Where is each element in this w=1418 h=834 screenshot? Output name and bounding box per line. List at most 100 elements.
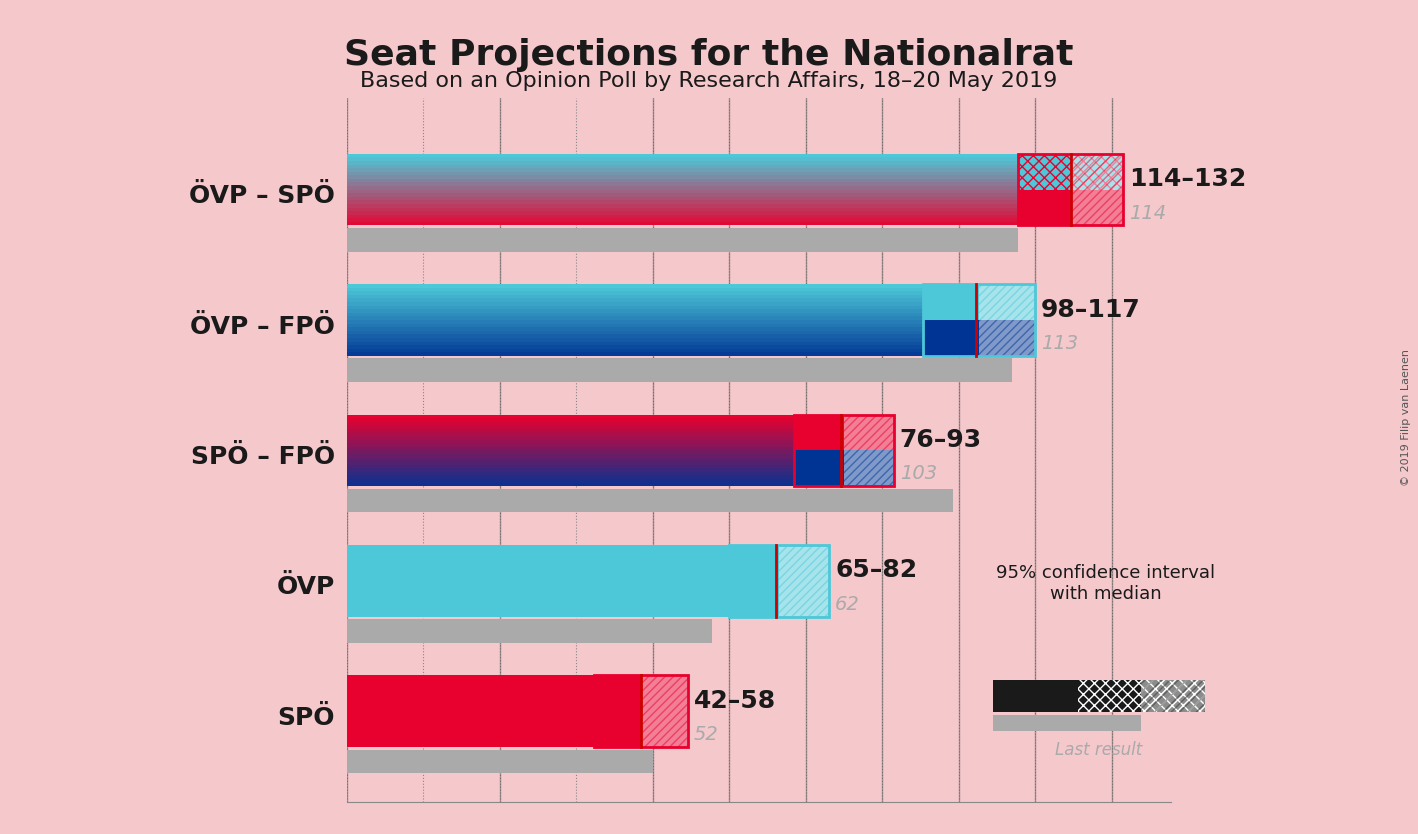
Bar bbox=[347, 676, 594, 711]
Bar bbox=[347, 570, 729, 574]
Bar bbox=[347, 425, 794, 429]
Text: 62: 62 bbox=[835, 595, 859, 614]
Bar bbox=[347, 736, 594, 740]
Bar bbox=[794, 450, 893, 486]
Bar bbox=[347, 327, 923, 331]
FancyBboxPatch shape bbox=[1018, 153, 1123, 189]
Bar bbox=[347, 458, 794, 461]
Bar bbox=[347, 560, 729, 563]
FancyBboxPatch shape bbox=[794, 414, 893, 450]
Bar bbox=[347, 345, 923, 349]
Bar bbox=[347, 686, 594, 690]
Text: 52: 52 bbox=[693, 725, 719, 744]
Bar bbox=[347, 153, 1018, 189]
Bar bbox=[993, 716, 1141, 731]
Bar bbox=[923, 320, 1035, 356]
Bar bbox=[347, 153, 1018, 158]
Bar bbox=[347, 414, 794, 450]
Bar bbox=[347, 284, 923, 320]
Bar bbox=[347, 338, 923, 341]
Text: 113: 113 bbox=[1041, 334, 1078, 353]
Bar bbox=[347, 682, 594, 686]
Bar bbox=[347, 309, 923, 313]
Bar bbox=[347, 429, 794, 433]
Bar bbox=[347, 161, 1018, 164]
Bar bbox=[347, 193, 1018, 197]
Bar bbox=[347, 479, 794, 483]
Bar bbox=[347, 468, 794, 472]
Bar bbox=[347, 715, 594, 718]
Bar bbox=[347, 341, 923, 345]
FancyBboxPatch shape bbox=[844, 414, 893, 450]
Text: 65–82: 65–82 bbox=[835, 558, 917, 582]
Bar bbox=[347, 602, 729, 605]
Text: SPÖ: SPÖ bbox=[278, 706, 335, 730]
Bar bbox=[347, 164, 1018, 168]
Bar bbox=[1141, 680, 1205, 712]
Bar bbox=[347, 443, 794, 447]
Bar bbox=[347, 619, 712, 643]
Bar bbox=[347, 704, 594, 707]
Text: ÖVP: ÖVP bbox=[277, 575, 335, 600]
Bar bbox=[1018, 153, 1123, 189]
Bar bbox=[347, 726, 594, 729]
Text: 103: 103 bbox=[900, 465, 937, 484]
FancyBboxPatch shape bbox=[1071, 189, 1123, 225]
FancyBboxPatch shape bbox=[780, 545, 830, 580]
Text: © 2019 Filip van Laenen: © 2019 Filip van Laenen bbox=[1401, 349, 1411, 485]
Bar bbox=[347, 299, 923, 302]
Bar bbox=[347, 288, 923, 291]
Bar bbox=[347, 189, 1018, 193]
Bar bbox=[347, 359, 1011, 382]
Bar bbox=[347, 461, 794, 465]
Bar bbox=[347, 331, 923, 334]
Bar bbox=[347, 208, 1018, 211]
Bar bbox=[347, 418, 794, 422]
Bar bbox=[347, 197, 1018, 200]
FancyBboxPatch shape bbox=[641, 676, 688, 711]
FancyBboxPatch shape bbox=[594, 711, 688, 747]
Bar bbox=[347, 313, 923, 316]
Bar bbox=[347, 200, 1018, 204]
Text: ÖVP – SPÖ: ÖVP – SPÖ bbox=[189, 184, 335, 208]
Bar bbox=[347, 450, 794, 486]
Bar bbox=[347, 168, 1018, 172]
FancyBboxPatch shape bbox=[594, 676, 688, 711]
Bar bbox=[347, 711, 594, 715]
Bar bbox=[347, 172, 1018, 175]
Text: 114–132: 114–132 bbox=[1129, 168, 1246, 191]
Bar bbox=[347, 450, 794, 454]
Bar bbox=[347, 229, 1018, 252]
Bar bbox=[794, 414, 893, 450]
Bar bbox=[347, 711, 594, 747]
FancyBboxPatch shape bbox=[980, 284, 1035, 320]
Bar bbox=[347, 595, 729, 599]
Text: 76–93: 76–93 bbox=[900, 428, 983, 452]
FancyBboxPatch shape bbox=[641, 711, 688, 747]
Bar bbox=[347, 732, 594, 736]
Bar bbox=[347, 483, 794, 486]
Bar bbox=[347, 696, 594, 701]
Bar bbox=[347, 320, 923, 356]
Bar bbox=[347, 352, 923, 356]
Bar bbox=[347, 740, 594, 743]
Text: ÖVP – FPÖ: ÖVP – FPÖ bbox=[190, 314, 335, 339]
Bar bbox=[347, 690, 594, 693]
Text: 114: 114 bbox=[1129, 203, 1167, 223]
Bar bbox=[347, 555, 729, 560]
FancyBboxPatch shape bbox=[923, 320, 1035, 356]
Bar bbox=[347, 693, 594, 696]
FancyBboxPatch shape bbox=[844, 450, 893, 486]
Bar bbox=[347, 447, 794, 450]
Bar bbox=[347, 599, 729, 602]
Text: 98–117: 98–117 bbox=[1041, 298, 1141, 322]
Bar bbox=[347, 613, 729, 616]
Bar bbox=[347, 302, 923, 306]
Bar bbox=[347, 475, 794, 479]
Bar bbox=[347, 610, 729, 613]
Bar bbox=[347, 295, 923, 299]
Bar bbox=[347, 306, 923, 309]
Bar bbox=[594, 711, 688, 747]
Bar bbox=[347, 591, 729, 595]
Bar bbox=[347, 585, 729, 588]
